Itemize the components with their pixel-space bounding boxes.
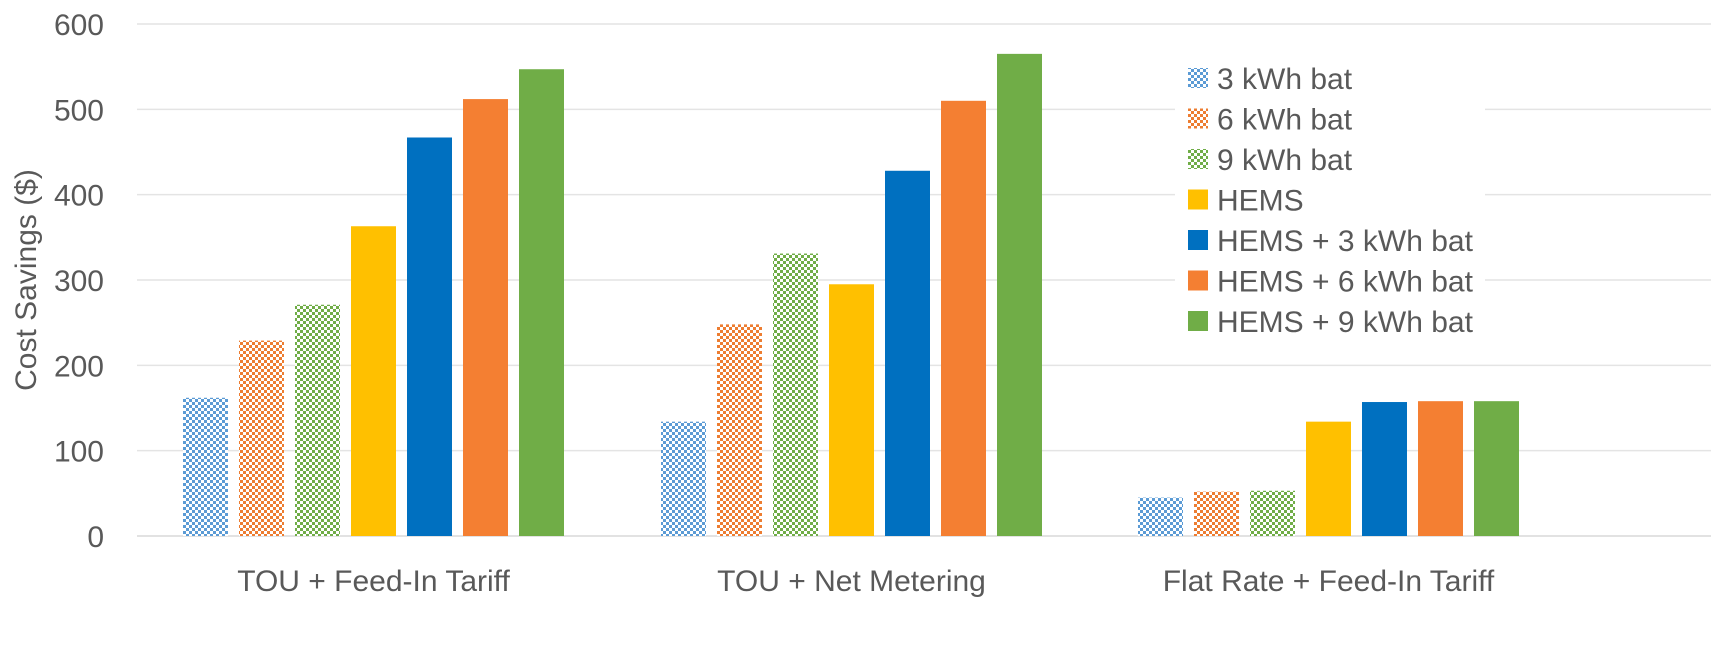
bar [351,226,396,537]
bar [1418,401,1463,536]
legend: 3 kWh bat 6 kWh bat 9 kWh bat HEMS HEMS + 3 … [1175,58,1485,344]
bar [1306,421,1351,536]
legend-swatch [1188,108,1208,129]
y-tick-label: 400 [54,180,104,213]
y-axis-label: Cost Savings ($) [10,169,43,391]
y-tick-label: 100 [54,436,104,469]
legend-label: 6 kWh bat [1217,104,1353,137]
category-label: TOU + Net Metering [717,565,986,598]
legend-swatch [1188,149,1208,169]
legend-label: 3 kWh bat [1217,63,1353,96]
bar [239,340,284,536]
bar [295,304,340,536]
category-label: Flat Rate + Feed-In Tariff [1163,565,1495,598]
legend-background [1175,58,1485,344]
legend-label: HEMS [1217,185,1304,218]
bar [519,69,564,536]
x-axis-categories: TOU + Feed-In Tariff TOU + Net Metering Fl… [237,565,1495,598]
bar [1194,491,1239,536]
legend-swatch [1188,270,1208,291]
legend-swatch [1188,189,1208,210]
bar [773,253,818,536]
bar [183,397,228,536]
bar [829,284,874,536]
bars [183,53,1519,537]
legend-swatch [1188,230,1208,250]
bar [717,324,762,536]
y-tick-label: 300 [54,265,104,298]
bar [885,170,930,537]
bar [1362,402,1407,536]
y-tick-label: 500 [54,94,104,127]
bar [407,137,452,536]
bar [997,53,1042,536]
y-tick-label: 600 [54,9,104,42]
category-label: TOU + Feed-In Tariff [237,565,510,598]
legend-label: HEMS + 3 kWh bat [1217,225,1474,258]
y-tick-label: 0 [87,521,104,554]
y-tick-label: 200 [54,350,104,383]
bar [1474,401,1519,536]
legend-swatch [1188,311,1208,331]
bar [661,421,706,536]
legend-label: 9 kWh bat [1217,144,1353,177]
legend-swatch [1188,68,1208,88]
y-axis-ticks: 0 100 200 300 400 500 600 [54,9,104,554]
bar [1138,497,1183,536]
bar [1250,490,1295,536]
legend-label: HEMS + 6 kWh bat [1217,266,1474,299]
bar [463,99,508,537]
legend-label: HEMS + 9 kWh bat [1217,306,1474,339]
bar [941,100,986,537]
